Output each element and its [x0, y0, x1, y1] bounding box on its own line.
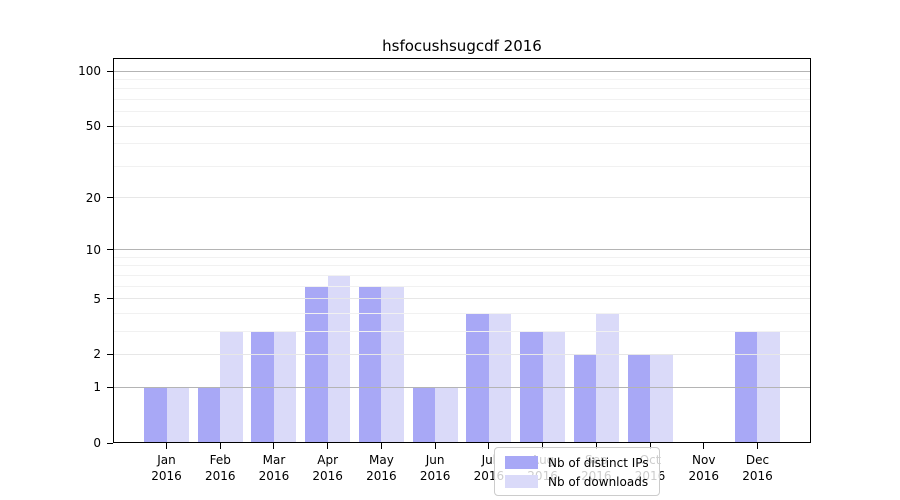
bar-distinct-ips-sep [573, 354, 597, 443]
y-tick-mark [107, 442, 113, 444]
bar-distinct-ips-jan [144, 387, 167, 443]
bar-distinct-ips-may [358, 286, 382, 443]
gridline-y-20 [113, 197, 811, 199]
bar-distinct-ips-apr [305, 286, 328, 443]
y-tick-mark [107, 197, 113, 199]
x-tick-label: May 2016 [366, 453, 397, 483]
y-tick-mark [107, 70, 113, 72]
x-tick-mark [380, 443, 382, 449]
x-tick-label: Jan 2016 [151, 453, 182, 483]
y-tick-label: 5 [93, 291, 101, 306]
gridline-y-3 [113, 330, 811, 332]
y-tick-label: 10 [85, 242, 101, 257]
x-tick-mark [703, 443, 705, 449]
gridline-y-9 [113, 256, 811, 258]
bar-downloads-sep [596, 313, 619, 443]
bar-distinct-ips-oct [627, 354, 651, 443]
y-tick-label: 50 [85, 119, 101, 134]
gridline-y-8 [113, 265, 811, 267]
bar-downloads-jun [435, 387, 458, 443]
y-tick-label: 1 [93, 380, 101, 395]
x-tick-label: Dec 2016 [742, 453, 773, 483]
bar-downloads-oct [650, 354, 673, 443]
y-tick-label: 20 [85, 190, 101, 205]
x-tick-mark [595, 443, 597, 449]
gridline-y-30 [113, 165, 811, 167]
gridline-y-6 [113, 285, 811, 287]
x-tick-mark [649, 443, 651, 449]
x-tick-mark [756, 443, 758, 449]
gridline-y-10 [113, 249, 811, 251]
y-tick-mark [107, 125, 113, 127]
x-tick-label: Jun 2016 [419, 453, 451, 483]
legend-row-distinct-ips: Nb of distinct IPs [505, 455, 649, 470]
gridline-y-50 [113, 125, 811, 127]
x-tick-mark [327, 443, 329, 449]
bar-distinct-ips-jul [466, 313, 489, 443]
y-tick-label: 0 [93, 436, 101, 450]
chart-title: hsfocushsugcdf 2016 [382, 37, 542, 55]
y-tick-mark [107, 386, 113, 388]
legend-label-distinct-ips: Nb of distinct IPs [548, 455, 649, 470]
legend-row-downloads: Nb of downloads [505, 474, 649, 489]
x-tick-mark [542, 443, 544, 449]
x-tick-mark [273, 443, 275, 449]
x-tick-mark [434, 443, 436, 449]
gridline-y-90 [113, 78, 811, 80]
legend-label-downloads: Nb of downloads [548, 474, 649, 489]
bar-distinct-ips-feb [197, 387, 221, 443]
gridline-y-1 [113, 386, 811, 388]
x-tick-mark [166, 443, 167, 449]
bar-downloads-jul [488, 313, 512, 443]
gridline-y-7 [113, 274, 811, 276]
plot-border [113, 58, 811, 443]
legend-swatch-downloads [505, 475, 538, 488]
y-tick-mark [107, 249, 113, 251]
gridline-y-70 [113, 98, 811, 100]
gridline-y-2 [113, 353, 811, 355]
bar-downloads-apr [327, 275, 351, 443]
x-tick-label: Apr 2016 [312, 453, 343, 483]
gridline-y-100 [113, 70, 811, 72]
bar-downloads-jan [166, 387, 189, 443]
bar-distinct-ips-jun [412, 387, 436, 443]
gridline-y-4 [113, 312, 811, 314]
x-tick-mark [219, 443, 221, 449]
bar-downloads-may [381, 286, 404, 443]
gridline-y-80 [113, 88, 811, 90]
legend: Nb of distinct IPs Nb of downloads [494, 447, 660, 496]
y-tick-mark [107, 353, 113, 355]
gridline-y-60 [113, 111, 811, 113]
plot-area: Jan 2016 Feb 2016 Mar 2016 Apr 2016 May 2016 Jun 20… [78, 58, 811, 496]
gridline-y-5 [113, 298, 811, 300]
y-tick-label: 2 [93, 347, 101, 362]
x-tick-label: Feb 2016 [204, 453, 236, 483]
x-tick-mark [488, 443, 490, 449]
x-tick-label: Mar 2016 [258, 453, 290, 483]
gridline-y-40 [113, 143, 811, 145]
x-tick-label: Nov 2016 [688, 453, 720, 483]
y-tick-label: 100 [78, 64, 101, 79]
legend-swatch-distinct-ips [505, 456, 538, 469]
y-tick-mark [107, 298, 113, 300]
